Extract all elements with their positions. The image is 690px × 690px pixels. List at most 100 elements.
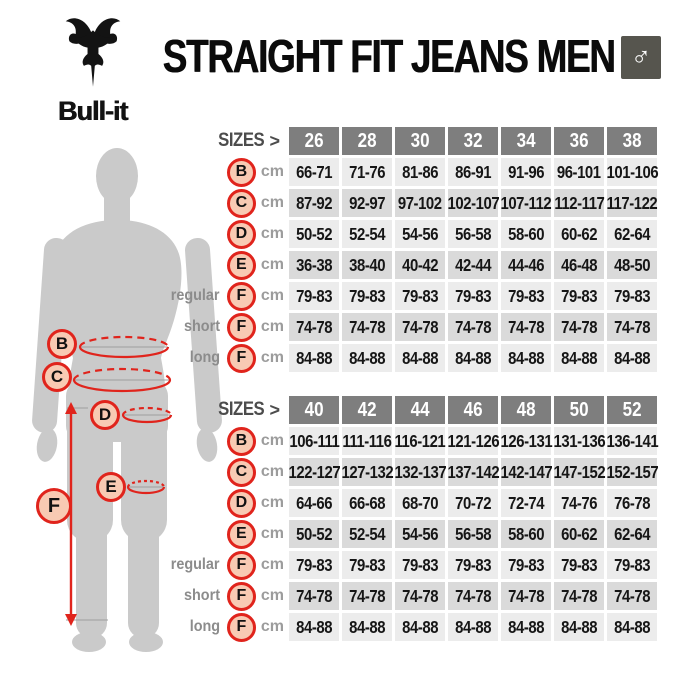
value-cell: 122-127 [288,458,340,486]
value-text: 62-64 [614,223,650,244]
measure-letter-badge: E [226,250,256,280]
value-text: 131-136 [553,430,605,451]
chevron-right-icon: > [269,399,280,420]
size-header-value: 40 [304,398,324,421]
size-header-cell: 28 [342,127,392,155]
value-text: 147-152 [553,461,605,482]
value-cell: 50-52 [289,220,339,248]
value-cell: 44-46 [501,251,551,279]
unit-label: cm [260,556,284,573]
value-cell: 79-83 [395,551,445,579]
value-text: 74-78 [614,585,650,606]
value-text: 74-78 [349,316,385,337]
value-text: 72-74 [508,492,544,513]
value-cell: 79-83 [448,551,498,579]
value-text: 107-112 [500,192,552,213]
value-text: 74-78 [296,585,332,606]
measure-letter-badge: F [226,281,256,311]
value-text: 112-117 [554,192,604,213]
value-cell: 79-83 [501,551,551,579]
size-header-cell: 52 [607,396,657,424]
size-header-cell: 42 [342,396,392,424]
value-cell: 74-78 [395,582,445,610]
value-text: 60-62 [561,523,597,544]
unit-label: cm [260,318,284,335]
value-text: 52-54 [349,523,385,544]
size-header-cell: 36 [554,127,604,155]
value-text: 74-78 [349,585,385,606]
value-text: 42-44 [455,254,491,275]
value-text: 122-127 [288,461,340,482]
unit-label: cm [260,525,284,542]
body-silhouette [32,148,222,652]
value-cell: 152-157 [606,458,658,486]
value-text: 64-66 [296,492,332,513]
value-cell: 84-88 [554,613,604,641]
size-header-value: 52 [622,398,642,421]
value-text: 79-83 [508,285,544,306]
value-cell: 74-76 [554,489,604,517]
value-text: 70-72 [455,492,491,513]
value-cell: 74-78 [607,582,657,610]
size-header-cell: 50 [554,396,604,424]
value-cell: 102-107 [447,189,499,217]
value-cell: 79-83 [395,282,445,310]
value-text: 84-88 [561,616,597,637]
value-cell: 79-83 [554,282,604,310]
value-cell: 97-102 [395,189,445,217]
value-cell: 42-44 [448,251,498,279]
value-text: 142-147 [500,461,552,482]
value-text: 84-88 [455,347,491,368]
value-text: 84-88 [614,616,650,637]
value-text: 79-83 [614,285,650,306]
value-cell: 126-131 [500,427,552,455]
value-cell: 79-83 [342,282,392,310]
bull-icon [65,18,120,87]
value-cell: 74-78 [289,313,339,341]
value-text: 74-78 [455,316,491,337]
value-cell: 84-88 [554,344,604,372]
value-text: 38-40 [349,254,385,275]
value-cell: 74-78 [342,582,392,610]
measure-marker-e: E [96,472,126,502]
value-text: 54-56 [402,223,438,244]
value-text: 137-142 [447,461,499,482]
hip-line-c [72,379,172,393]
value-text: 52-54 [349,223,385,244]
value-text: 87-92 [296,192,332,213]
value-text: 79-83 [561,285,597,306]
value-cell: 60-62 [554,520,604,548]
size-header-cell: 32 [448,127,498,155]
value-cell: 79-83 [342,551,392,579]
value-cell: 79-83 [289,282,339,310]
measure-letter-badge: E [226,519,256,549]
value-cell: 54-56 [395,520,445,548]
size-header-value: 34 [516,129,536,152]
thigh-line-d [121,414,173,424]
value-cell: 74-78 [554,313,604,341]
value-cell: 116-121 [395,427,446,455]
value-text: 96-101 [557,161,601,182]
unit-label: cm [260,163,284,180]
value-text: 58-60 [508,223,544,244]
waist-line-b [78,346,170,359]
value-cell: 48-50 [607,251,657,279]
size-header-cell: 30 [395,127,445,155]
size-header-cell: 44 [395,396,445,424]
value-cell: 79-83 [554,551,604,579]
knee-line-e [126,486,166,495]
value-text: 58-60 [508,523,544,544]
value-text: 111-116 [342,430,392,451]
size-header-cell: 48 [501,396,551,424]
value-cell: 101-106 [606,158,658,186]
value-cell: 71-76 [342,158,392,186]
value-cell: 121-126 [447,427,499,455]
value-text: 60-62 [561,223,597,244]
